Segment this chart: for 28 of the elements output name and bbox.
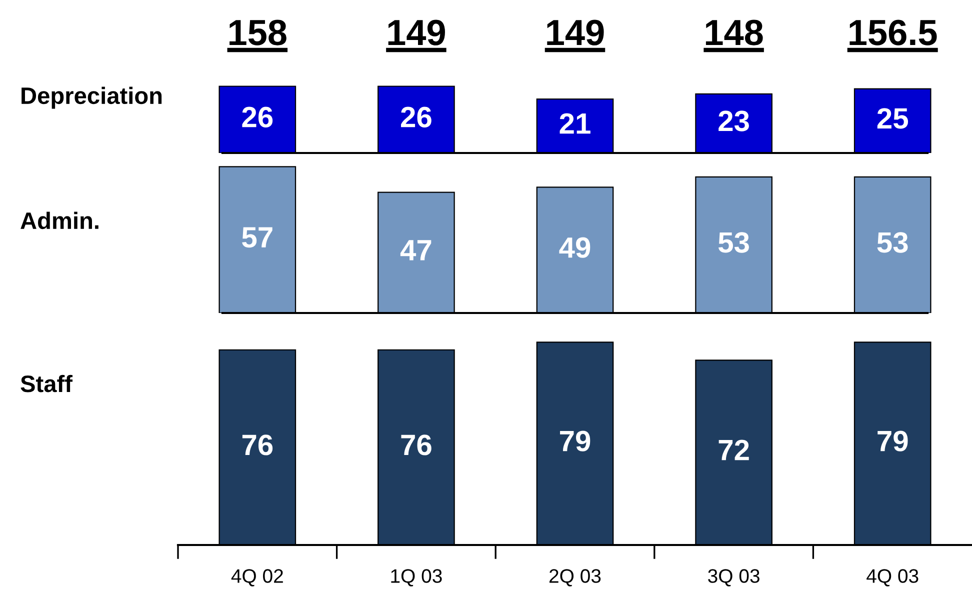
data-label: 76 bbox=[401, 434, 432, 456]
data-label: 23 bbox=[718, 110, 749, 132]
data-label: 49 bbox=[559, 237, 590, 258]
text: 158 bbox=[230, 20, 286, 46]
data-label: 76 bbox=[242, 434, 273, 456]
data-label: 79 bbox=[878, 430, 908, 452]
data-label: 53 bbox=[718, 232, 749, 253]
data-label: 79 bbox=[560, 430, 590, 452]
text: 148 bbox=[706, 20, 763, 46]
data-label: 47 bbox=[400, 240, 432, 260]
data-label: 25 bbox=[877, 108, 908, 129]
x-tick-label: 1Q 03 bbox=[391, 569, 442, 586]
text: 149 bbox=[388, 20, 445, 46]
y-axis-title: Admin. bbox=[20, 212, 98, 230]
y-axis-title: Depreciation bbox=[22, 86, 162, 109]
data-label: 53 bbox=[877, 232, 908, 253]
x-tick-label: 4Q 02 bbox=[231, 569, 283, 586]
text: 149 bbox=[547, 20, 604, 46]
data-label: 72 bbox=[718, 440, 749, 460]
data-label: 26 bbox=[400, 106, 432, 128]
y-axis-title: Staff bbox=[20, 374, 73, 392]
x-tick-label: 3Q 03 bbox=[708, 569, 760, 586]
x-tick-label: 2Q 03 bbox=[549, 569, 601, 586]
x-tick-label: 4Q 03 bbox=[866, 569, 918, 586]
data-label: 21 bbox=[560, 113, 590, 134]
text: 156.5 bbox=[850, 20, 937, 46]
data-label: 57 bbox=[242, 227, 272, 248]
data-label: 26 bbox=[242, 106, 273, 128]
